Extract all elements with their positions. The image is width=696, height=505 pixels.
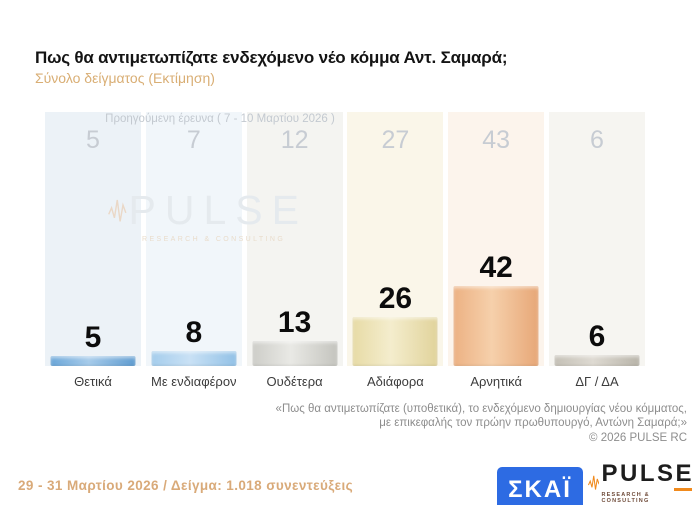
pulse-waveform-icon [588, 475, 600, 490]
previous-value: 6 [590, 126, 604, 154]
fieldwork-dates-sample: 29 - 31 Μαρτίου 2026 / Δείγμα: 1.018 συν… [18, 478, 354, 493]
current-value: 6 [588, 320, 606, 353]
category-label: ΔΓ / ΔΑ [575, 374, 619, 389]
bar-adiafora [352, 317, 438, 366]
current-value: 26 [378, 282, 413, 315]
bar-oudetera [252, 341, 338, 366]
bar-thetika [50, 356, 136, 366]
footnote-line-1: «Πως θα αντιμετωπίζατε (υποθετικά), το ε… [275, 403, 687, 415]
previous-value: 12 [280, 126, 309, 154]
current-value: 5 [84, 321, 102, 354]
pulse-waveform-icon [108, 199, 127, 222]
previous-value: 7 [186, 126, 201, 154]
current-value: 13 [277, 306, 312, 339]
chart-column-oudetera: 12 13 [246, 112, 343, 366]
watermark-tagline: RESEARCH & CONSULTING [142, 236, 286, 243]
copyright: © 2026 PULSE RC [589, 432, 687, 444]
bar-dg-da [554, 355, 640, 366]
chart-area: 5 5 7 8 12 13 27 26 43 42 6 6 [45, 112, 645, 366]
category-labels: Θετικά Με ενδιαφέρον Ουδέτερα Αδιάφορα Α… [45, 374, 645, 389]
chart-column-dg-da: 6 6 [548, 112, 645, 366]
bar-arnitika [453, 286, 539, 366]
chart-column-me-endiaferon: 7 8 [145, 112, 242, 366]
pulse-accent-bar [674, 488, 692, 491]
category-label: Αδιάφορα [366, 374, 424, 389]
watermark-text: PULSE [128, 187, 308, 233]
current-value: 8 [185, 316, 203, 349]
chart-column-arnitika: 43 42 [448, 112, 545, 366]
previous-value: 43 [482, 126, 511, 154]
category-label: Θετικά [74, 374, 112, 389]
category-label: Ουδέτερα [266, 374, 323, 389]
chart-column-adiafora: 27 26 [347, 112, 444, 366]
question-footnote: «Πως θα αντιμετωπίζατε (υποθετικά), το ε… [276, 402, 687, 445]
footnote-line-2: με επικεφαλής τον πρώην πρωθυπουργό, Αντ… [379, 417, 687, 429]
previous-survey-header: Προηγούμενη έρευνα ( 7 - 10 Μαρτίου 2026… [105, 113, 335, 125]
category-label: Αρνητικά [470, 374, 523, 389]
page-subtitle: Σύνολο δείγματος (Εκτίμηση) [35, 70, 215, 86]
bar-me-endiaferon [151, 351, 237, 366]
chart-column-thetika: 5 5 [45, 112, 141, 366]
pulse-logo-tagline: RESEARCH & CONSULTING [601, 492, 650, 504]
pulse-logo: PULSE RESEARCH & CONSULTING [588, 461, 694, 504]
pulse-logo-text: PULSE [601, 460, 694, 487]
category-label: Με ενδιαφέρον [151, 374, 237, 389]
previous-value: 5 [86, 126, 100, 154]
page-title: Πως θα αντιμετωπίζατε ενδεχόμενο νέο κόμ… [35, 48, 508, 67]
previous-value: 27 [381, 126, 410, 154]
pulse-watermark: PULSE RESEARCH & CONSULTING [108, 188, 308, 243]
current-value: 42 [479, 251, 513, 284]
skai-logo: ΣΚΑΪ [497, 467, 583, 505]
